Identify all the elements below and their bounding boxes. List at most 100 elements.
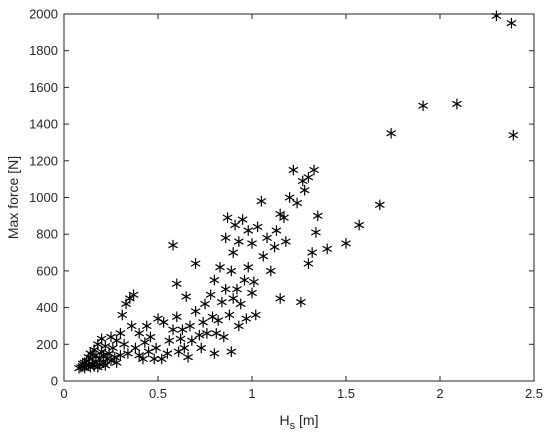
axis-layer: 0 0.5 1 1.5 2 2.5 0 200 400 600 800 1000 1200 1400 160…	[29, 7, 543, 402]
data-point-asterisk	[156, 353, 167, 365]
asterisk-stroke	[228, 295, 238, 302]
x-tick-label: 0.5	[149, 386, 167, 401]
asterisk-stroke	[284, 194, 295, 201]
asterisk-stroke	[292, 200, 302, 207]
asterisk-stroke	[309, 166, 319, 173]
asterisk-stroke	[177, 326, 188, 333]
data-point-asterisk	[313, 210, 323, 222]
x-axis-label-subscript: s	[290, 420, 296, 432]
asterisk-stroke	[243, 264, 254, 271]
asterisk-stroke	[234, 238, 244, 245]
data-point-asterisk	[269, 241, 280, 253]
x-axis-label-unit: [m]	[295, 412, 318, 428]
asterisk-stroke	[207, 313, 218, 320]
x-tick-label: 1.5	[337, 386, 355, 401]
data-point-asterisk	[175, 333, 186, 345]
asterisk-stroke	[190, 260, 201, 267]
asterisk-stroke	[222, 214, 233, 221]
asterisk-stroke	[115, 352, 126, 359]
asterisk-stroke	[275, 295, 285, 302]
data-point-asterisk	[220, 232, 231, 244]
data-point-asterisk	[140, 337, 150, 348]
data-point-asterisk	[239, 274, 250, 286]
data-point-asterisk	[279, 212, 289, 224]
data-point-asterisk	[172, 278, 182, 290]
asterisk-stroke	[224, 311, 235, 318]
data-point-asterisk	[183, 351, 193, 363]
asterisk-stroke	[211, 330, 222, 337]
data-point-asterisk	[190, 305, 201, 317]
data-point-asterisk	[179, 342, 190, 354]
data-point-asterisk	[226, 265, 237, 277]
asterisk-stroke	[258, 253, 269, 260]
data-point-asterisk	[299, 184, 310, 196]
asterisk-stroke	[89, 346, 99, 353]
x-tick-label: 2.5	[525, 386, 543, 401]
data-point-asterisk	[168, 324, 178, 336]
data-point-asterisk	[115, 327, 126, 339]
data-point-asterisk	[117, 309, 128, 321]
plot-area	[64, 14, 534, 381]
asterisk-stroke	[172, 280, 182, 287]
data-point-asterisk	[123, 348, 133, 359]
data-point-asterisk	[258, 250, 269, 262]
data-point-asterisk	[111, 357, 122, 369]
data-point-asterisk	[303, 171, 314, 183]
asterisk-stroke	[341, 240, 351, 247]
asterisk-stroke	[179, 344, 190, 351]
asterisk-stroke	[219, 333, 229, 340]
asterisk-stroke	[156, 355, 167, 362]
asterisk-stroke	[108, 344, 118, 351]
asterisk-stroke	[109, 354, 120, 361]
data-point-asterisk	[220, 283, 231, 295]
x-axis-label: Hs [m]	[280, 412, 319, 432]
asterisk-stroke	[128, 291, 139, 298]
data-point-asterisk	[250, 309, 261, 321]
asterisk-stroke	[252, 223, 263, 230]
data-point-asterisk	[284, 192, 295, 203]
data-point-asterisk	[219, 331, 229, 343]
asterisk-stroke	[98, 352, 109, 359]
asterisk-stroke	[303, 260, 314, 267]
asterisk-stroke	[89, 363, 99, 370]
asterisk-stroke	[226, 267, 237, 274]
data-point-asterisk	[217, 296, 227, 308]
asterisk-stroke	[418, 102, 428, 109]
y-tick-label: 0	[51, 374, 58, 389]
data-point-asterisk	[506, 17, 517, 29]
asterisk-stroke	[115, 330, 126, 337]
asterisk-stroke	[307, 249, 317, 256]
data-point-asterisk	[266, 265, 276, 277]
data-point-asterisk	[134, 327, 144, 339]
asterisk-stroke	[151, 344, 161, 351]
asterisk-stroke	[281, 238, 291, 245]
data-point-asterisk	[138, 353, 148, 365]
asterisk-stroke	[153, 315, 163, 322]
data-point-asterisk	[452, 98, 462, 110]
asterisk-stroke	[256, 198, 267, 205]
asterisk-stroke	[187, 337, 197, 344]
data-point-asterisk	[158, 316, 169, 328]
asterisk-stroke	[175, 335, 186, 342]
data-point-asterisk	[234, 236, 244, 247]
asterisk-stroke	[98, 359, 109, 366]
y-tick-label: 800	[36, 227, 58, 242]
asterisk-stroke	[134, 330, 144, 337]
asterisk-stroke	[262, 234, 272, 241]
data-point-asterisk	[209, 348, 220, 359]
marker-layer	[74, 10, 519, 374]
asterisk-stroke	[209, 277, 220, 284]
asterisk-stroke	[94, 355, 105, 362]
data-point-asterisk	[98, 349, 109, 361]
asterisk-stroke	[313, 212, 323, 219]
data-point-asterisk	[234, 320, 244, 332]
data-point-asterisk	[106, 355, 116, 367]
data-point-asterisk	[111, 335, 122, 347]
asterisk-stroke	[279, 214, 289, 221]
data-point-asterisk	[168, 239, 178, 251]
data-point-asterisk	[209, 274, 220, 286]
asterisk-stroke	[168, 242, 178, 249]
asterisk-stroke	[168, 326, 178, 333]
asterisk-stroke	[296, 299, 306, 306]
asterisk-stroke	[234, 322, 244, 329]
